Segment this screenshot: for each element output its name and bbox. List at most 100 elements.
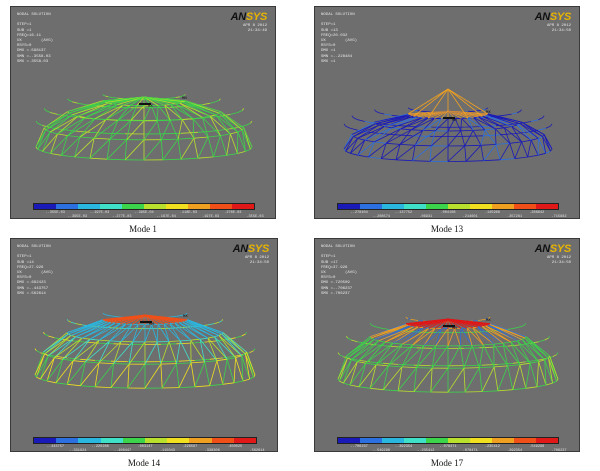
dome-ring-member (347, 357, 352, 361)
dome-diagonal-member (414, 130, 436, 146)
dome-ring-member (102, 312, 104, 315)
dome-diagonal-member (384, 116, 418, 127)
dome-meridian-member (220, 135, 228, 156)
dome-diagonal-member (199, 339, 206, 362)
figure-caption: Mode 1 (129, 224, 157, 234)
dome-meridian-member (94, 362, 100, 387)
dome-meridian-member (190, 362, 196, 387)
dome-meridian-member (347, 337, 372, 359)
dome-diagonal-member (46, 358, 64, 382)
dome-diagonal-member (182, 102, 211, 117)
dome-meridian-member (504, 127, 522, 143)
legend-swatch (536, 204, 558, 209)
dome-ring-member (514, 156, 528, 159)
dome-meridian-member (392, 326, 419, 344)
dome-diagonal-member (423, 328, 442, 346)
apex-strut (447, 88, 489, 115)
dome-diagonal-member (487, 324, 518, 342)
dome-ring-member (519, 362, 531, 366)
dome-meridian-member (382, 365, 389, 390)
dome-meridian-member (93, 119, 107, 139)
dome-ring-member (70, 335, 76, 338)
legend-tick-label: -.706237 (350, 445, 368, 449)
dome-diagonal-member (143, 105, 152, 121)
dome-ring-member (199, 337, 208, 340)
dome-ring-member (233, 354, 244, 357)
legend-swatch (144, 204, 166, 209)
timestamp: APR 8 2012 21:34:50 (547, 256, 571, 266)
dome-meridian-member (466, 327, 484, 346)
dome-diagonal-member (79, 119, 107, 138)
dome-ring-member (494, 365, 508, 368)
dome-meridian-member (209, 115, 231, 135)
dome-diagonal-member (175, 103, 194, 120)
dome-meridian-member (353, 123, 376, 137)
legend-tick-label: .715882 (551, 215, 567, 219)
dome-ring-member (107, 158, 126, 161)
legend-tick-label: -.197E-04 (156, 215, 176, 219)
dome-diagonal-member (207, 337, 218, 361)
dome-diagonal-member (99, 323, 127, 341)
legend-swatch (56, 438, 79, 443)
dome-ring-member (384, 113, 392, 116)
dome-diagonal-member (524, 337, 545, 361)
dome-ring-member (216, 358, 228, 362)
legend-swatch (492, 204, 514, 209)
dome-diagonal-member (548, 357, 553, 384)
dome-diagonal-member (120, 314, 146, 325)
contour-legend (33, 437, 257, 444)
dome-diagonal-member (353, 124, 380, 137)
dome-meridian-member (521, 339, 545, 361)
dome-diagonal-member (123, 96, 145, 106)
dome-ring-member (249, 350, 254, 354)
dome-ring-member (218, 98, 221, 101)
dome-ring-member (178, 360, 195, 362)
dome-meridian-member (343, 359, 352, 384)
dome-diagonal-member (117, 105, 138, 121)
dome-diagonal-member (482, 115, 505, 129)
dome-diagonal-member (48, 336, 76, 357)
legend-swatch (426, 204, 448, 209)
dome-meridian-member (150, 105, 158, 121)
dome-meridian-member (410, 117, 429, 131)
dome-ring-member (176, 362, 192, 364)
dome-ring-member (178, 137, 194, 140)
dome-diagonal-member (77, 103, 113, 117)
dome-diagonal-member (218, 335, 236, 358)
extremum-label: MN (182, 97, 187, 101)
dome-ring-member (230, 131, 238, 135)
figure-caption: Mode 13 (430, 224, 464, 234)
dome-meridian-member (416, 345, 425, 368)
dome-meridian-member (163, 323, 181, 342)
legend-tick-label: -.235412 (417, 449, 435, 452)
dome-ring-member (384, 126, 392, 129)
dome-diagonal-member (384, 326, 419, 343)
dome-ring-member (350, 152, 358, 156)
legend-ticks: -.355E-03 -.197E-03 -.395E-04 .118E-03 .276E… (33, 211, 263, 219)
dome-diagonal-member (138, 314, 146, 325)
legend-tick-label: .06931 (419, 215, 433, 219)
dome-diagonal-member (397, 367, 417, 392)
dome-ring-member (351, 115, 354, 118)
dome-diagonal-member (373, 325, 411, 340)
dome-meridian-member (62, 337, 83, 360)
apex-strut (447, 88, 469, 119)
dome-ring-member (115, 316, 121, 318)
dome-ring-member (161, 138, 179, 141)
dome-meridian-member (98, 340, 111, 364)
dome-meridian-member (471, 345, 480, 368)
dome-ring-member (413, 319, 419, 321)
ansys-logo: ANSYS (232, 243, 270, 255)
dome-diagonal-member (447, 345, 461, 369)
dome-ring-member (67, 383, 81, 387)
dome-diagonal-member (209, 360, 218, 386)
dome-ring-member (70, 321, 76, 324)
dome-diagonal-member (447, 328, 455, 347)
dome-diagonal-member (105, 105, 131, 120)
dome-meridian-member (473, 117, 496, 130)
dome-ring-member (72, 101, 79, 104)
dome-meridian-member (429, 145, 432, 162)
extremum-label: MN (452, 327, 457, 331)
dome-ring-member (479, 346, 495, 349)
dome-meridian-member (218, 335, 242, 357)
